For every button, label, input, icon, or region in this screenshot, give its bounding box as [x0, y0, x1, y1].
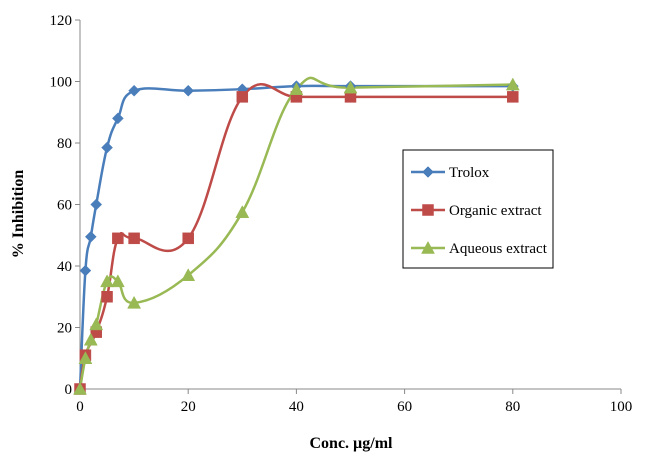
x-tick-label: 40	[289, 399, 304, 415]
y-tick-label: 80	[57, 136, 72, 152]
x-tick-label: 20	[181, 399, 196, 415]
series-line-trolox	[78, 84, 513, 390]
legend-label-aqueous-extract: Aqueous extract	[449, 241, 548, 257]
data-point-aqueous-extract	[83, 332, 98, 346]
x-tick-label: 0	[76, 399, 84, 415]
data-point-aqueous-extract	[343, 80, 358, 94]
data-point-aqueous-extract	[181, 268, 196, 281]
data-point-trolox	[182, 84, 195, 97]
data-point-organic-extract	[236, 91, 249, 103]
y-tick-label: 100	[50, 75, 73, 91]
y-tick-label: 20	[57, 321, 72, 337]
data-point-aqueous-extract	[110, 274, 125, 288]
x-tick-label: 60	[397, 399, 412, 415]
data-point-trolox	[128, 84, 140, 97]
axes: 0 20 40 60 80 100 120 0 20 40 60 80 100	[50, 13, 633, 415]
data-point-aqueous-extract	[127, 295, 142, 309]
data-point-trolox	[90, 198, 103, 211]
data-point-trolox	[112, 112, 124, 125]
series-markers-aqueous-extract	[73, 77, 520, 395]
data-point-aqueous-extract	[100, 274, 114, 288]
data-point-aqueous-extract	[89, 317, 104, 331]
data-point-aqueous-extract	[78, 351, 93, 364]
y-tick-label: 120	[50, 13, 73, 29]
y-tick-label: 40	[57, 259, 72, 275]
data-point-organic-extract	[101, 291, 113, 303]
data-point-organic-extract	[507, 91, 519, 103]
legend-marker-organic-extract	[422, 204, 434, 216]
legend: Trolox Organic extract Aqueous extract	[402, 149, 554, 269]
data-point-trolox	[84, 230, 97, 243]
x-axis-title: Conc. µg/ml	[310, 435, 394, 452]
data-point-aqueous-extract	[505, 77, 520, 91]
y-axis-title: % Inhibition	[10, 170, 27, 259]
legend-marker-trolox	[422, 166, 434, 178]
series-markers	[73, 77, 520, 395]
y-tick-label: 60	[57, 198, 72, 214]
legend-label-trolox: Trolox	[449, 165, 490, 181]
x-tick-label: 100	[610, 399, 633, 415]
x-tick-label: 80	[505, 399, 520, 415]
data-point-organic-extract	[128, 232, 140, 245]
y-tick-label: 0	[65, 382, 73, 398]
legend-marker-aqueous-extract	[421, 240, 435, 254]
data-point-aqueous-extract	[289, 82, 304, 95]
data-point-organic-extract	[182, 232, 194, 245]
data-point-aqueous-extract	[73, 381, 87, 395]
data-point-aqueous-extract	[235, 205, 250, 218]
data-point-organic-extract	[112, 232, 124, 245]
data-point-trolox	[101, 141, 113, 154]
legend-label-organic-extract: Organic extract	[449, 203, 542, 219]
data-point-trolox	[79, 264, 92, 277]
